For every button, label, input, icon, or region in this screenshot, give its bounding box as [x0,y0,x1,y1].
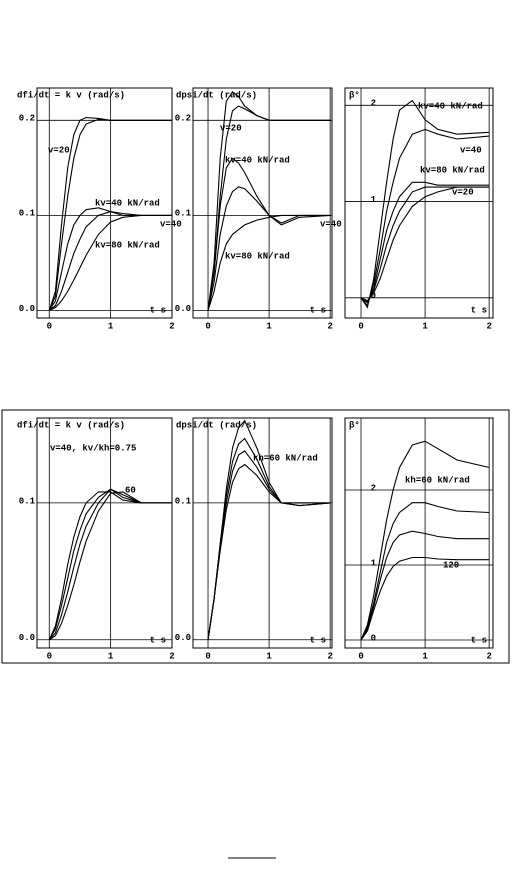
curve [48,118,172,311]
curve-annotation: kv=40 kN/rad [225,155,290,165]
curve-annotation: kh=60 kN/rad [253,453,318,463]
curve [360,186,490,302]
axis-title: β° [349,420,360,430]
curve [360,556,490,641]
y-tick-label: 1 [371,558,377,568]
curve [48,491,172,641]
curve [48,488,172,641]
curve [207,186,331,311]
curve-annotation: v=20 [48,145,70,155]
curve [360,181,490,304]
curve [207,463,331,640]
x-tick-label: 1 [422,651,428,661]
curve-annotation: v=40, kv/kh=0.75 [50,443,136,453]
x-axis-label: t s [471,305,487,315]
curve-annotation: v=40 [160,219,182,229]
y-tick-label: 0 [371,291,376,301]
plot-frame [192,87,333,319]
y-tick-label: 0.0 [19,304,35,314]
curve-annotation: kh=60 kN/rad [405,475,470,485]
y-tick-label: 0.2 [175,114,191,124]
curve-annotation: v=40 [320,219,342,229]
curve-annotation: kv=80 kN/rad [95,240,160,250]
curve [48,491,172,641]
curve-annotation: kv=80 kN/rad [420,165,485,175]
x-tick-label: 0 [205,321,210,331]
curve-annotation: v=20 [220,123,242,133]
curve [49,214,172,311]
curve [360,128,490,307]
x-tick-label: 0 [358,321,363,331]
x-axis-label: t s [150,635,166,645]
axis-title: dpsi/dt (rad/s) [176,420,257,430]
figure-border [1,409,510,664]
y-tick-label: 0.0 [19,633,35,643]
curve [207,157,331,311]
curve-annotation: kv=40 kN/rad [418,101,483,111]
curve-annotation: kv=40 kN/rad [95,198,160,208]
axis-title: dfi/dt = k v (rad/s) [17,90,125,100]
x-tick-label: 0 [205,651,210,661]
x-tick-label: 1 [422,321,428,331]
curve-annotation: kv=80 kN/rad [225,251,290,261]
x-tick-label: 2 [327,651,332,661]
x-tick-label: 0 [358,651,363,661]
plot-frame [344,87,494,319]
x-tick-label: 2 [327,321,332,331]
plot-frame [344,417,494,649]
curve [360,530,490,641]
x-tick-label: 2 [486,321,491,331]
y-tick-label: 0.0 [175,304,191,314]
axis-title: β° [349,90,360,100]
y-tick-label: 0.2 [19,114,35,124]
curve [360,502,490,641]
y-tick-label: 0 [371,633,376,643]
curve [360,440,490,641]
curve [48,211,172,311]
axis-title: dfi/dt = k v (rad/s) [17,420,125,430]
plot-frame [192,417,333,649]
y-tick-label: 2 [371,99,376,109]
y-tick-label: 0.1 [19,209,36,219]
x-tick-label: 2 [486,651,491,661]
y-tick-label: 1 [371,195,377,205]
x-tick-label: 0 [47,321,52,331]
curve [360,186,490,303]
y-tick-label: 0.0 [175,633,191,643]
x-axis-label: t s [310,635,326,645]
x-tick-label: 1 [108,321,114,331]
curve-annotation: v=20 [452,187,474,197]
y-tick-label: 2 [371,483,376,493]
x-tick-label: 2 [169,651,174,661]
y-tick-label: 0.1 [19,496,36,506]
axis-title: dpsi/dt (rad/s) [176,90,257,100]
x-tick-label: 1 [266,651,272,661]
curve [48,207,172,311]
curve-annotation: 60 [125,485,136,495]
curve-annotation: 120 [443,560,459,570]
curve [48,488,172,641]
curve [207,105,331,311]
x-tick-label: 0 [47,651,52,661]
curve [360,99,490,309]
x-tick-label: 1 [108,651,114,661]
y-tick-label: 0.1 [175,209,192,219]
curve-annotation: v=40 [460,145,482,155]
x-tick-label: 1 [266,321,272,331]
y-tick-label: 0.1 [175,496,192,506]
curve [207,214,331,311]
x-tick-label: 2 [169,321,174,331]
